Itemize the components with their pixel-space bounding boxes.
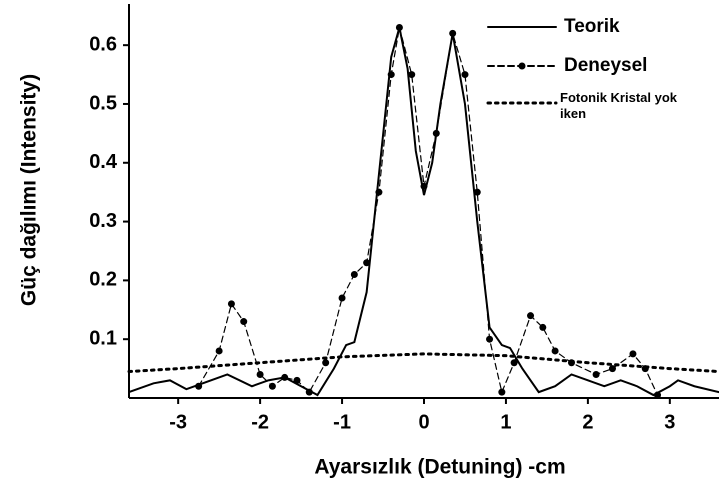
data-point [498, 388, 506, 396]
data-point [629, 350, 637, 358]
data-point [551, 347, 559, 355]
x-tick-label: -2 [251, 411, 269, 433]
x-tick-label: 3 [664, 411, 675, 433]
y-tick-label: 0.6 [89, 33, 117, 55]
x-tick-label: 2 [582, 411, 593, 433]
y-tick-label: 0.1 [89, 327, 117, 349]
data-point [387, 71, 395, 79]
data-point [195, 382, 203, 390]
data-point [227, 300, 235, 308]
y-tick-label: 0.5 [89, 92, 117, 114]
y-axis-title: Güç dağılımı (Intensity) [18, 74, 41, 306]
data-point [461, 71, 469, 79]
data-point [322, 359, 330, 367]
x-tick-label: -1 [333, 411, 351, 433]
data-point [592, 370, 600, 378]
data-point [240, 318, 248, 326]
legend-label: Deneysel [564, 55, 647, 76]
x-axis-title: Ayarsızlık (Detuning) -cm [314, 456, 565, 479]
legend-marker [518, 62, 526, 70]
data-point [268, 382, 276, 390]
x-tick-label: 0 [418, 411, 429, 433]
data-point [305, 388, 313, 396]
data-point [293, 376, 301, 384]
series-line [198, 27, 659, 396]
data-point [420, 182, 428, 190]
data-point [375, 188, 383, 196]
series-line [128, 27, 719, 397]
data-point [473, 188, 481, 196]
x-tick-label: 1 [500, 411, 511, 433]
data-point [395, 24, 403, 32]
data-point [408, 71, 416, 79]
data-point [608, 365, 616, 373]
data-point [281, 373, 289, 381]
data-point [510, 359, 518, 367]
data-point [363, 259, 371, 267]
y-tick-label: 0.2 [89, 269, 117, 291]
data-point [338, 294, 346, 302]
y-tick-label: 0.4 [89, 151, 118, 173]
data-point [527, 312, 535, 320]
y-tick-label: 0.3 [89, 210, 117, 232]
legend-label: Fotonik Kristal yok iken [560, 90, 678, 121]
data-point [486, 335, 494, 343]
data-point [432, 129, 440, 137]
data-point [449, 29, 457, 37]
data-point [256, 370, 264, 378]
series-line [127, 352, 719, 374]
data-point [215, 347, 223, 355]
x-tick-label: -3 [169, 411, 187, 433]
data-point [539, 323, 547, 331]
legend-label: Teorik [564, 16, 620, 37]
data-point [350, 271, 358, 279]
data-point [654, 391, 662, 399]
